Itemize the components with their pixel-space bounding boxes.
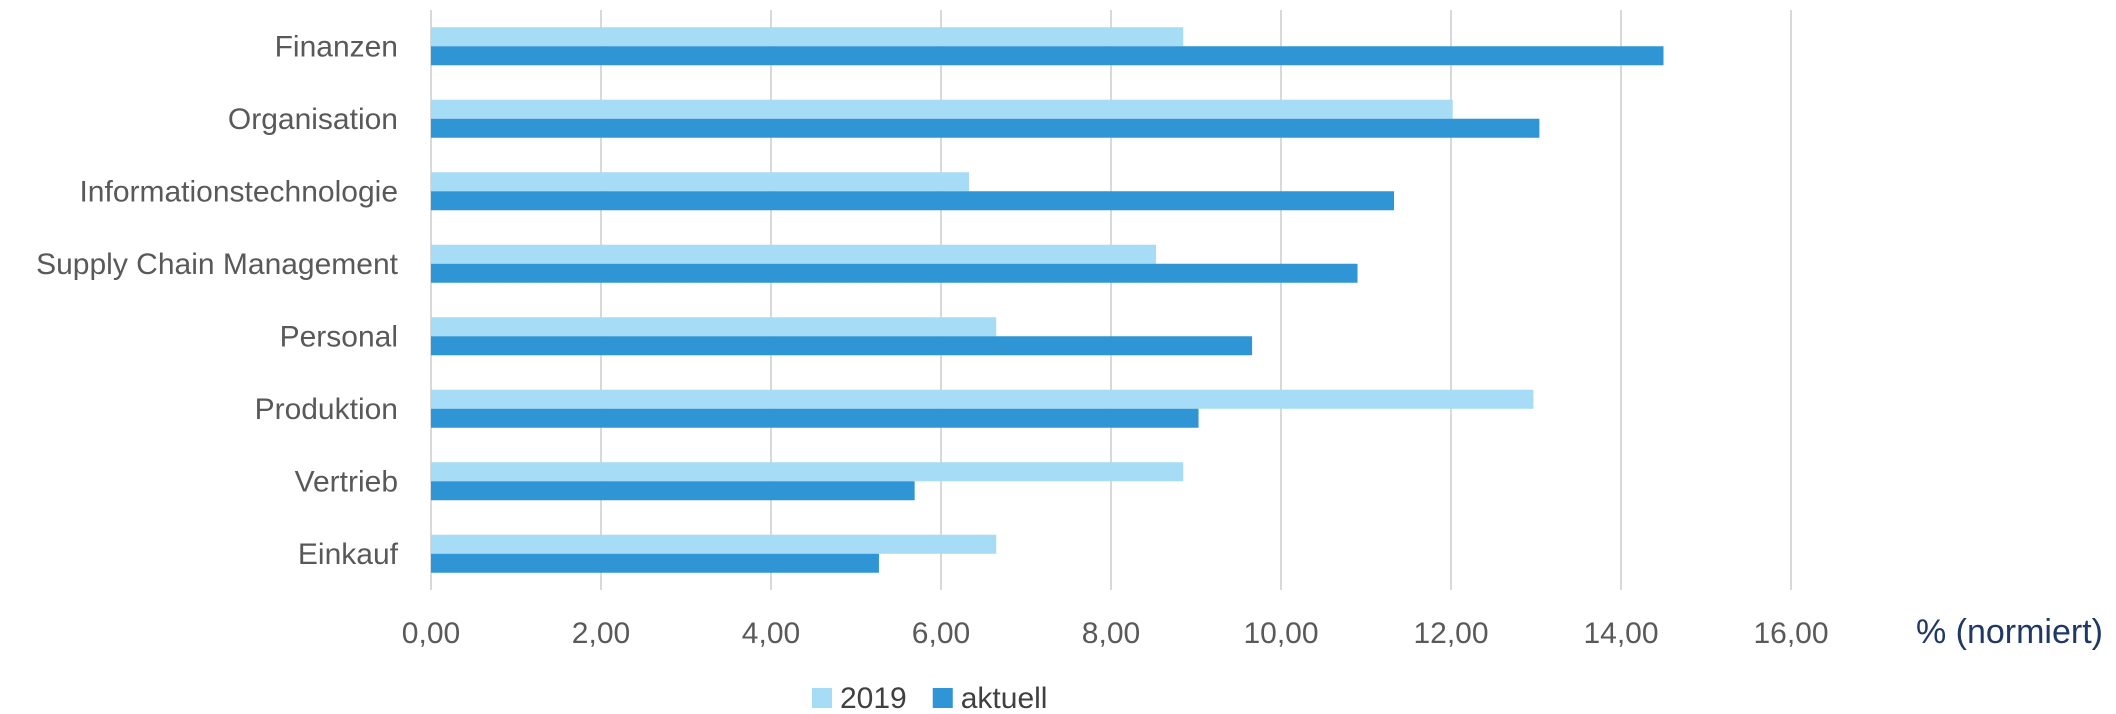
grid-lines bbox=[430, 10, 1792, 590]
category-label: Einkauf bbox=[298, 538, 399, 571]
x-tick-label: 16,00 bbox=[1753, 617, 1828, 650]
legend-swatch bbox=[932, 688, 953, 708]
bar-2019-informationstechnologie bbox=[431, 172, 970, 192]
bar-2019-organisation bbox=[431, 99, 1453, 119]
legend-label: 2019 bbox=[840, 682, 907, 714]
x-tick-label: 12,00 bbox=[1413, 617, 1488, 650]
category-label: Vertrieb bbox=[295, 465, 398, 498]
x-axis-label: % (normiert) bbox=[1916, 613, 2103, 651]
x-tick-label: 0,00 bbox=[402, 617, 460, 650]
bar-2019-personal bbox=[431, 317, 997, 337]
bar-aktuell-organisation bbox=[431, 118, 1540, 138]
category-label: Organisation bbox=[228, 103, 398, 136]
bar-2019-produktion bbox=[431, 389, 1534, 409]
category-label: Personal bbox=[280, 320, 398, 353]
legend-swatch bbox=[812, 688, 832, 708]
category-label: Finanzen bbox=[275, 30, 398, 63]
x-tick-label: 2,00 bbox=[572, 617, 630, 650]
bars bbox=[431, 27, 1664, 573]
bar-aktuell-personal bbox=[431, 336, 1253, 356]
bar-2019-supply-chain-management bbox=[431, 244, 1157, 264]
x-tick-labels: 0,00 2,00 4,00 6,00 8,00 10,00 12,00 14,00 16,00 bbox=[402, 617, 1829, 650]
legend: 2019 aktuell bbox=[812, 682, 1047, 714]
category-labels: Finanzen Organisation Informationstechnolo… bbox=[36, 30, 399, 571]
bar-2019-vertrieb bbox=[431, 462, 1184, 482]
bar-aktuell-produktion bbox=[431, 408, 1199, 428]
x-tick-label: 10,00 bbox=[1243, 617, 1318, 650]
bar-aktuell-supply-chain-management bbox=[431, 263, 1358, 283]
legend-label: aktuell bbox=[961, 682, 1048, 714]
x-tick-label: 4,00 bbox=[742, 617, 800, 650]
bar-aktuell-finanzen bbox=[431, 46, 1664, 66]
bar-aktuell-vertrieb bbox=[431, 481, 915, 501]
x-tick-label: 8,00 bbox=[1082, 617, 1140, 650]
bar-aktuell-informationstechnologie bbox=[431, 191, 1395, 211]
bar-aktuell-einkauf bbox=[431, 553, 879, 573]
category-label: Supply Chain Management bbox=[36, 248, 399, 281]
bar-2019-finanzen bbox=[431, 27, 1184, 47]
x-tick-label: 14,00 bbox=[1583, 617, 1658, 650]
bar-2019-einkauf bbox=[431, 534, 997, 554]
category-label: Informationstechnologie bbox=[79, 175, 398, 208]
category-label: Produktion bbox=[255, 393, 398, 426]
x-tick-label: 6,00 bbox=[912, 617, 970, 650]
